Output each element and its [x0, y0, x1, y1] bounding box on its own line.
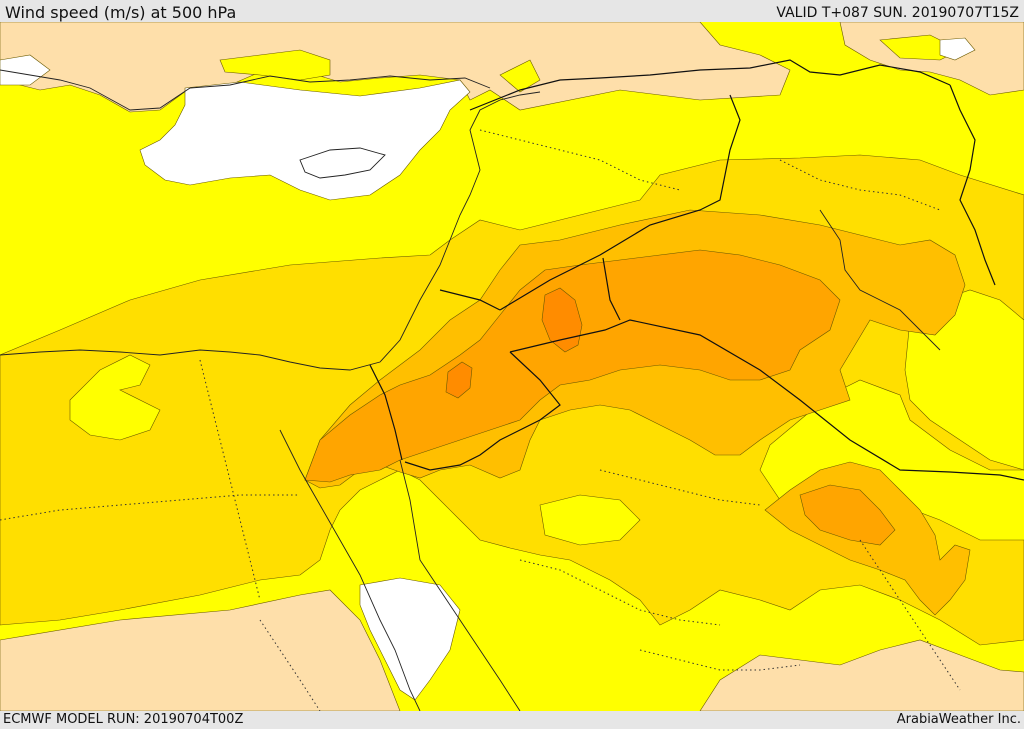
wind-zone-moderate-island — [499, 59, 541, 93]
border-jordan-saudi — [509, 319, 1024, 481]
admin-boundary — [259, 619, 321, 711]
credit-label: ArabiaWeather Inc. — [896, 712, 1021, 727]
admin-boundary — [599, 469, 761, 506]
model-run-label: ECMWF MODEL RUN: 20190704T00Z — [3, 712, 244, 727]
border-turkey-syria — [469, 59, 951, 111]
wind-zone-low-southeast — [699, 639, 1024, 711]
coastline-gulf — [819, 209, 941, 351]
admin-boundary — [0, 494, 300, 521]
border-lebanon — [439, 289, 501, 311]
admin-boundary — [199, 359, 261, 601]
wind-zone-calm-small — [0, 54, 51, 86]
coastline-red-sea-west — [279, 429, 421, 711]
map-canvas[interactable] — [0, 22, 1024, 711]
wind-zone-very-strong — [799, 484, 896, 546]
admin-boundary — [639, 649, 801, 671]
border-syria-iraq — [499, 94, 741, 311]
wind-zone-calm-red-sea — [359, 577, 461, 701]
admin-boundary — [779, 159, 941, 211]
border-iraq-iran — [949, 84, 996, 286]
coastline-red-sea-east — [399, 459, 521, 711]
footer-bar: ECMWF MODEL RUN: 20190704T00Z ArabiaWeat… — [0, 711, 1024, 729]
wind-speed-map — [0, 22, 1024, 711]
header-bar: Wind speed (m/s) at 500 hPa VALID T+087 … — [0, 0, 1024, 22]
coastline-cyprus — [299, 147, 386, 179]
coastline-anatolia — [0, 69, 491, 111]
wind-zone-moderate-lobe — [69, 354, 161, 441]
wind-zone-calm-small — [939, 37, 976, 61]
wind-zone-max — [541, 287, 583, 353]
map-title: Wind speed (m/s) at 500 hPa — [5, 3, 237, 22]
wind-zone-low-north — [0, 22, 791, 113]
wind-zone-max — [445, 361, 473, 399]
admin-boundary — [859, 539, 961, 691]
border-jordan-south — [404, 351, 561, 471]
wind-zone-moderate-island — [219, 49, 331, 81]
coastline-mediterranean — [0, 91, 541, 371]
border-israel-egypt — [369, 364, 403, 461]
wind-zone-calm-east-med — [139, 79, 471, 201]
wind-zone-moderate-lobe — [539, 494, 641, 546]
valid-time-label: VALID T+087 SUN. 20190707T15Z — [776, 5, 1019, 21]
admin-boundary — [519, 559, 721, 626]
wind-zone-very-strong — [304, 249, 841, 483]
border-jordan-east — [602, 257, 621, 321]
